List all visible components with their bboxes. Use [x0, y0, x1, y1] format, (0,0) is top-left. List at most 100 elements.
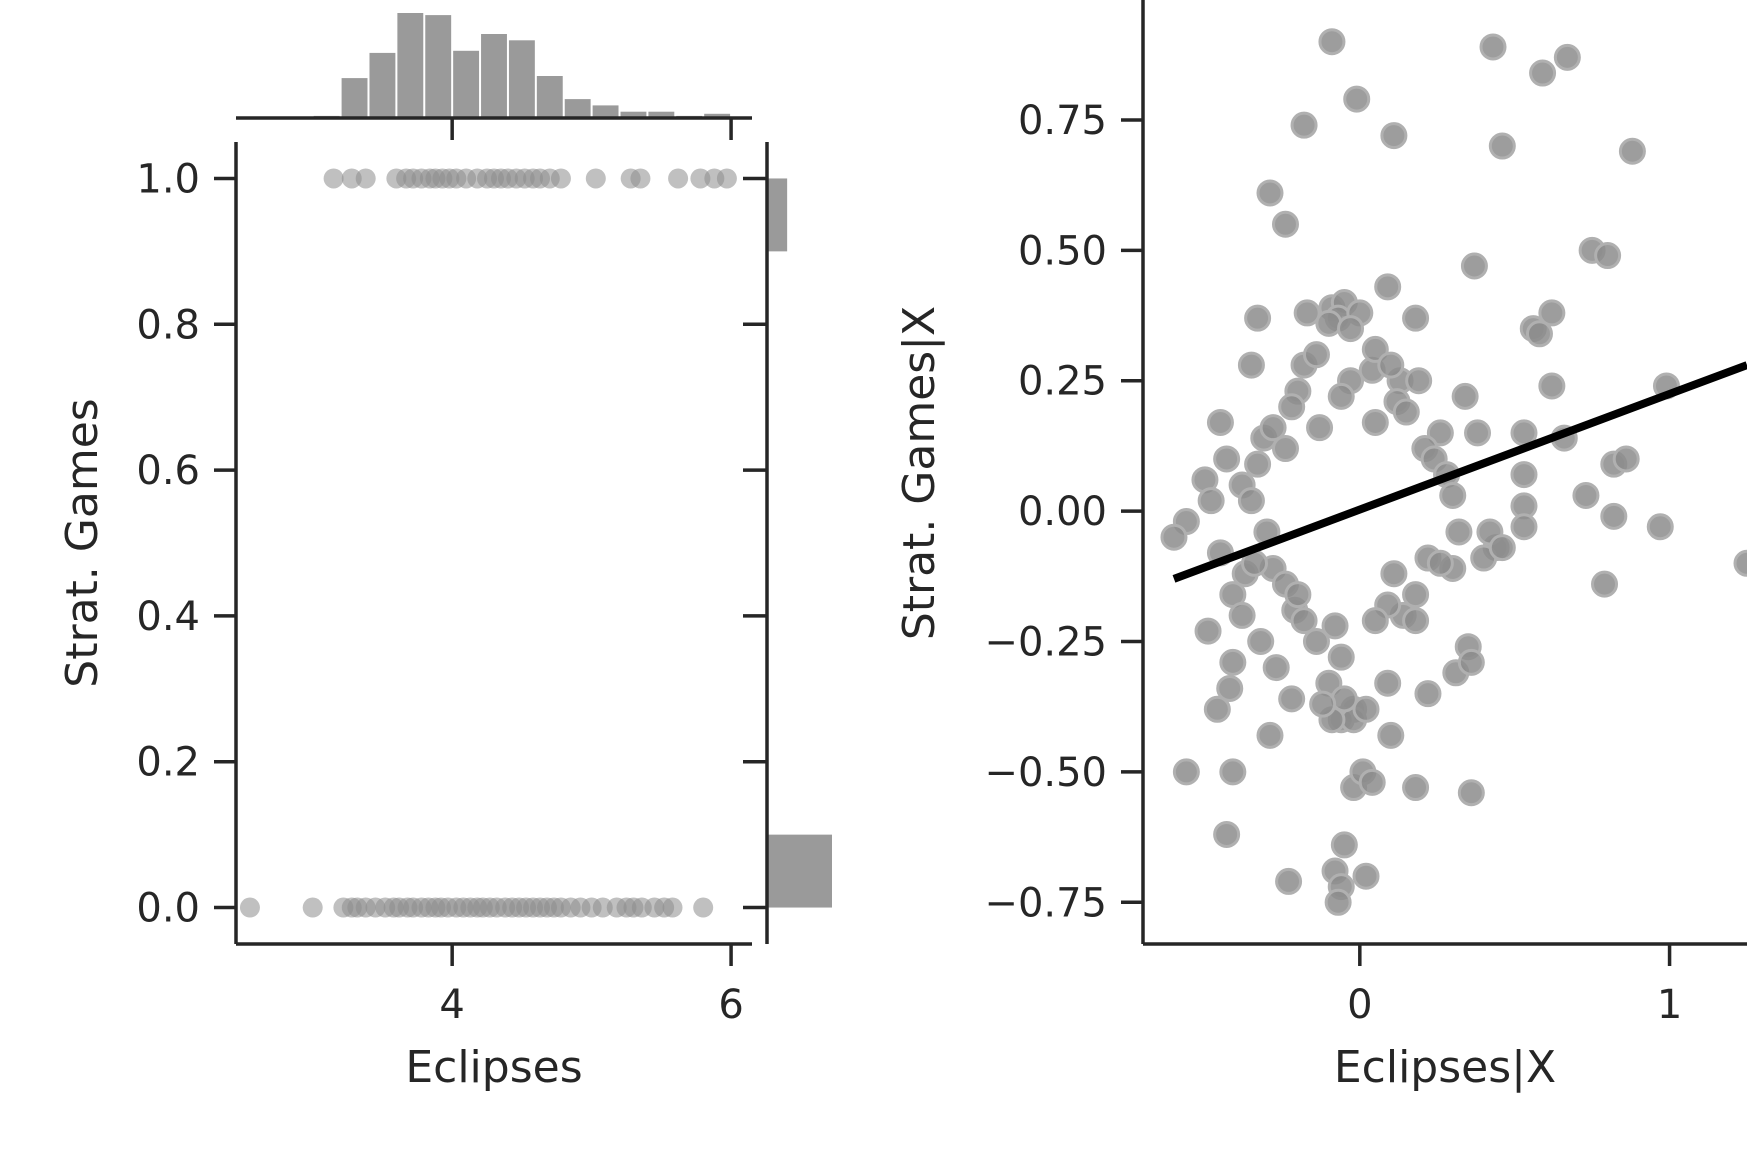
- joint-point: [690, 168, 711, 189]
- regression-point: [1488, 534, 1516, 562]
- regression-point: [1358, 768, 1386, 796]
- joint-point: [341, 168, 362, 189]
- joint-y-tick-label: 0.2: [136, 740, 200, 786]
- regression-point: [1439, 481, 1467, 509]
- regression-point: [1380, 560, 1408, 588]
- regression-y-tick-label: −0.75: [984, 880, 1107, 926]
- regression-point: [1244, 304, 1272, 332]
- regression-point: [1402, 304, 1430, 332]
- regression-point: [1216, 674, 1244, 702]
- regression-point: [1525, 320, 1553, 348]
- regression-y-tick-label: 0.00: [1018, 489, 1107, 535]
- regression-point: [1374, 273, 1402, 301]
- regression-point: [1271, 435, 1299, 463]
- regression-point: [1203, 695, 1231, 723]
- regression-point: [1591, 570, 1619, 598]
- joint-y-axis-label: Strat. Games: [57, 398, 108, 687]
- joint-point: [323, 168, 344, 189]
- regression-y-tick-label: −0.50: [984, 750, 1107, 796]
- regression-point: [1646, 513, 1674, 541]
- joint-point: [662, 897, 683, 918]
- regression-point: [1206, 408, 1234, 436]
- regression-point: [1309, 690, 1337, 718]
- regression-point: [1290, 111, 1318, 139]
- regression-point: [1392, 398, 1420, 426]
- regression-point: [1327, 643, 1355, 671]
- x-hist-bar: [341, 78, 368, 118]
- joint-y-tick-label: 0.0: [136, 886, 200, 932]
- regression-point: [1318, 28, 1346, 56]
- regression-point: [1237, 487, 1265, 515]
- joint-point: [550, 168, 571, 189]
- x-hist-bar: [481, 34, 507, 118]
- joint-y-tick-label: 0.4: [136, 594, 200, 640]
- regression-x-tick-label: 1: [1657, 982, 1682, 1028]
- regression-y-ticks: −0.75 −0.50 −0.25 0.00 0.25 0.50 0.75: [984, 98, 1143, 926]
- regression-point: [1278, 685, 1306, 713]
- joint-y-tick-label: 0.8: [136, 302, 200, 348]
- regression-point: [1426, 549, 1454, 577]
- regression-point: [1213, 820, 1241, 848]
- joint-scatter-points: [239, 168, 737, 918]
- regression-point: [1278, 393, 1306, 421]
- regression-point: [1256, 179, 1284, 207]
- regression-point: [1538, 372, 1566, 400]
- regression-point: [1414, 680, 1442, 708]
- regression-point: [1302, 341, 1330, 369]
- regression-point: [1247, 628, 1275, 656]
- joint-point: [668, 168, 689, 189]
- regression-point: [1374, 669, 1402, 697]
- joint-point: [239, 897, 260, 918]
- x-hist-bar: [620, 111, 647, 118]
- regression-point: [1618, 137, 1646, 165]
- regression-point: [1293, 299, 1321, 327]
- regression-point: [1733, 549, 1747, 577]
- regression-point: [1327, 382, 1355, 410]
- regression-point: [1324, 888, 1352, 916]
- regression-line: [1172, 361, 1747, 583]
- joint-x-axis-label: Eclipses: [405, 1042, 582, 1093]
- regression-y-axis-label: Strat. Games|X: [894, 306, 945, 640]
- regression-point: [1228, 601, 1256, 629]
- x-hist-bar: [592, 105, 619, 118]
- regression-point: [1337, 315, 1365, 343]
- regression-point: [1330, 831, 1358, 859]
- joint-x-tick-label: 6: [718, 982, 743, 1028]
- regression-point: [1361, 335, 1389, 363]
- regression-point: [1600, 502, 1628, 530]
- regression-point: [1284, 581, 1312, 609]
- joint-point: [355, 168, 376, 189]
- regression-point: [1380, 122, 1408, 150]
- joint-y-tick-label: 1.0: [136, 156, 200, 202]
- joint-point: [630, 168, 651, 189]
- regression-point: [1352, 695, 1380, 723]
- regression-point: [1275, 867, 1303, 895]
- regression-point: [1451, 382, 1479, 410]
- regression-point: [1302, 628, 1330, 656]
- joint-point: [693, 897, 714, 918]
- joint-point: [585, 168, 606, 189]
- regression-point: [1553, 43, 1581, 71]
- regression-point: [1510, 461, 1538, 489]
- regression-point: [1488, 132, 1516, 160]
- regression-point: [1213, 445, 1241, 473]
- regression-point: [1538, 299, 1566, 327]
- y-hist-bar: [767, 834, 832, 908]
- regression-point: [1290, 607, 1318, 635]
- regression-point: [1219, 758, 1247, 786]
- regression-point: [1321, 612, 1349, 640]
- regression-point: [1237, 351, 1265, 379]
- joint-point: [592, 897, 613, 918]
- joint-point: [302, 897, 323, 918]
- regression-point: [1377, 721, 1405, 749]
- regression-point: [1426, 419, 1454, 447]
- regression-point: [1460, 252, 1488, 280]
- regression-point: [1464, 419, 1492, 447]
- regression-scatter-points: [1160, 28, 1747, 916]
- regression-point: [1219, 648, 1247, 676]
- x-hist-bar: [369, 52, 396, 118]
- regression-point: [1405, 367, 1433, 395]
